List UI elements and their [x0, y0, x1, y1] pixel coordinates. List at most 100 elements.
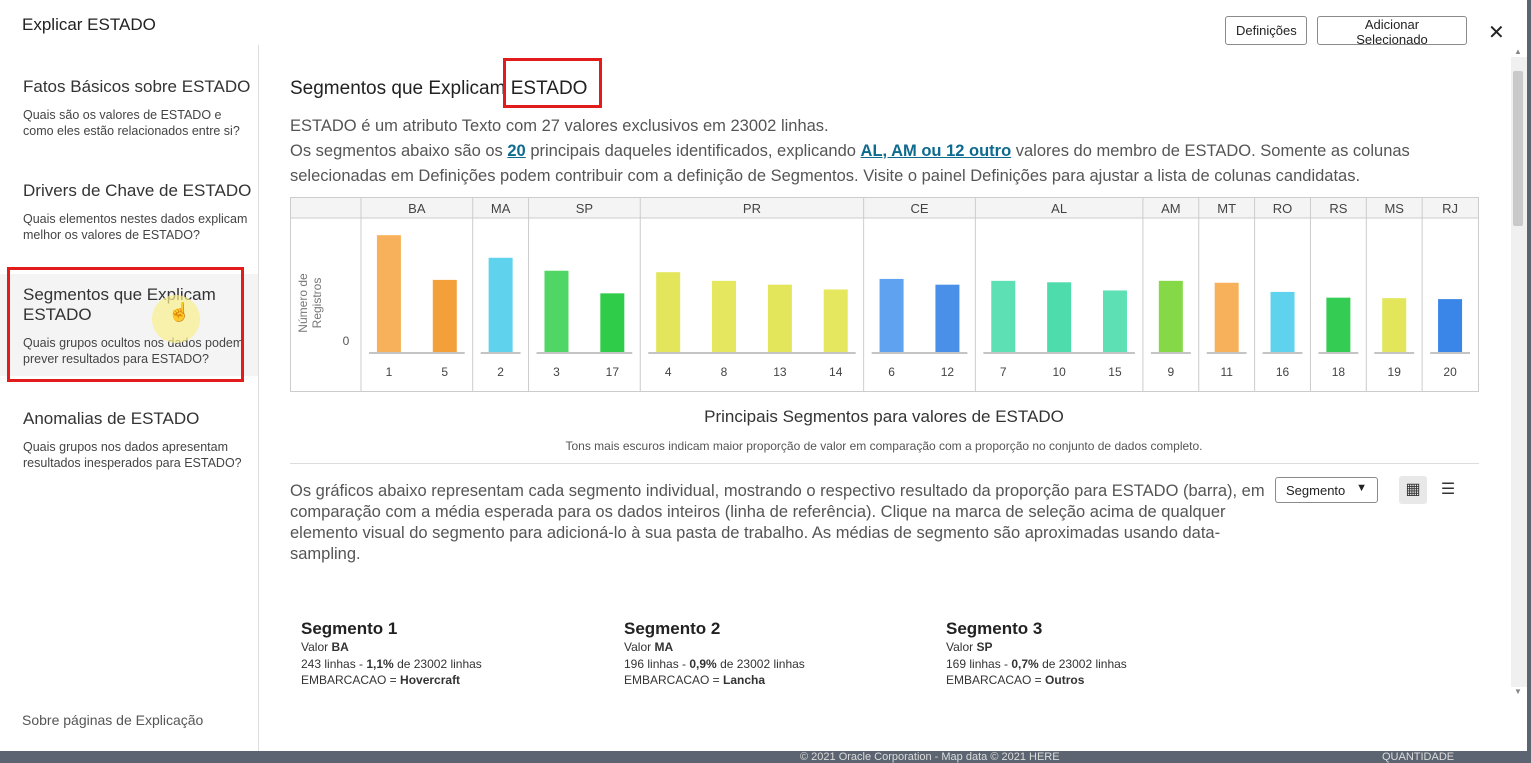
x-tick-label: 14 — [829, 365, 843, 379]
intro-text-part: valores do membro de ESTADO. Somente as … — [290, 142, 1410, 185]
group-label-ma: MA — [491, 201, 511, 216]
y-axis-label: Número deRegistros — [296, 273, 324, 333]
segment-value-line: Valor MA — [624, 639, 924, 656]
y-tick-label: 0 — [343, 334, 350, 348]
value-text: SP — [976, 640, 993, 654]
chart-subtitle: Tons mais escuros indicam maior proporçã… — [565, 439, 1203, 453]
list-view-icon[interactable]: ☰ — [1440, 481, 1456, 498]
value-text: 1,1% — [366, 656, 394, 671]
settings-button[interactable]: Definições — [1225, 16, 1307, 45]
chevron-down-icon: ▼ — [1356, 482, 1367, 494]
sidebar-item-anomalies[interactable]: Anomalias de ESTADO Quais grupos nos dad… — [0, 409, 258, 489]
grid-view-icon[interactable]: ▦ — [1399, 476, 1427, 504]
sidebar: Fatos Básicos sobre ESTADO Quais são os … — [0, 45, 259, 751]
x-tick-label: 8 — [721, 365, 728, 379]
bar-segment-10 — [1047, 282, 1072, 352]
segment-value-line: Valor BA — [301, 639, 601, 656]
scroll-thumb[interactable] — [1513, 71, 1523, 226]
x-tick-label: 17 — [606, 365, 620, 379]
segment-attr-line: EMBARCACAO = Hovercraft — [301, 672, 601, 689]
bar-segment-4 — [656, 272, 681, 352]
label-text: Valor — [301, 640, 332, 654]
value-text: MA — [654, 640, 674, 654]
segment-value-line: Valor SP — [946, 639, 1246, 656]
bar-segment-11 — [1214, 282, 1239, 352]
x-tick-label: 13 — [773, 365, 787, 379]
scroll-down-icon[interactable]: ▼ — [1514, 687, 1522, 696]
x-tick-label: 2 — [497, 365, 504, 379]
bar-segment-3 — [544, 270, 569, 352]
segments-description: Os gráficos abaixo representam cada segm… — [290, 482, 1265, 563]
cursor-highlight — [152, 295, 200, 343]
x-tick-label: 11 — [1220, 365, 1233, 379]
sidebar-item-desc: Quais são os valores de ESTADO e como el… — [23, 108, 240, 138]
label-text: Valor — [624, 640, 655, 654]
divider — [290, 463, 1479, 464]
bar-segment-8 — [712, 280, 737, 352]
explained-values-link[interactable]: AL, AM ou 12 outro — [860, 142, 1012, 160]
sidebar-item-heading: Anomalias de ESTADO — [23, 409, 200, 428]
top-count-link[interactable]: 20 — [507, 142, 526, 160]
group-label-am: AM — [1161, 201, 1181, 216]
value-text: Hovercraft — [400, 673, 461, 687]
segment-dropdown[interactable]: Segmento ▼ — [1275, 477, 1378, 503]
segment-card-title: Segmento 3 — [946, 619, 1043, 638]
sidebar-item-desc: Quais elementos nestes dados explicam me… — [23, 212, 248, 242]
x-tick-label: 6 — [888, 365, 895, 379]
segment-rows-line: 169 linhas - 0,7% de 23002 linhas — [946, 656, 1246, 673]
intro-text-part: Os segmentos abaixo são os — [290, 142, 508, 160]
label-text: 196 linhas - — [624, 656, 690, 671]
highlight-box — [503, 58, 602, 108]
segment-attr-line: EMBARCACAO = Outros — [946, 672, 1246, 689]
bar-segment-9 — [1158, 280, 1183, 352]
value-text: 0,9% — [689, 656, 717, 671]
label-text: EMBARCACAO = — [301, 673, 401, 687]
group-label-ce: CE — [910, 201, 928, 216]
group-label-ms: MS — [1384, 201, 1404, 216]
highlight-box — [7, 267, 244, 382]
scroll-up-icon[interactable]: ▲ — [1514, 47, 1522, 56]
label-text: EMBARCACAO = — [946, 673, 1046, 687]
segment-attr-line: EMBARCACAO = Lancha — [624, 672, 924, 689]
chart-title: Principais Segmentos para valores de EST… — [704, 407, 1064, 426]
bar-segment-6 — [879, 278, 904, 352]
segment-card-1: Segmento 1 Valor BA 243 linhas - 1,1% de… — [301, 619, 601, 689]
sidebar-item-heading: Drivers de Chave de ESTADO — [23, 181, 252, 200]
background-footer-label: QUANTIDADE — [1382, 751, 1455, 763]
sidebar-item-desc: Quais grupos nos dados apresentam result… — [23, 440, 242, 470]
bar-segment-14 — [823, 289, 848, 352]
value-text: Lancha — [723, 673, 766, 687]
vertical-scrollbar[interactable]: ▲ ▼ — [1511, 45, 1527, 751]
intro-text: ESTADO é um atributo Texto com 27 valore… — [290, 114, 1490, 189]
label-text: 169 linhas - — [946, 656, 1012, 671]
pointer-hand-icon: ☝ — [168, 302, 191, 322]
label-text: de 23002 linhas — [716, 656, 805, 671]
intro-line-1: ESTADO é um atributo Texto com 27 valore… — [290, 117, 829, 135]
x-tick-label: 15 — [1108, 365, 1122, 379]
x-tick-label: 1 — [386, 365, 393, 379]
close-icon[interactable]: ✕ — [1488, 22, 1505, 44]
x-tick-label: 9 — [1167, 365, 1174, 379]
bar-segment-19 — [1382, 298, 1407, 352]
group-label-ro: RO — [1273, 201, 1293, 216]
group-label-mt: MT — [1217, 201, 1236, 216]
segment-card-title: Segmento 2 — [624, 619, 721, 638]
segment-dropdown-label: Segmento — [1286, 483, 1346, 498]
intro-line-2: Os segmentos abaixo são os 20 principais… — [290, 139, 1490, 189]
segment-rows-line: 243 linhas - 1,1% de 23002 linhas — [301, 656, 601, 673]
add-selected-button[interactable]: Adicionar Selecionado — [1317, 16, 1467, 47]
main-panel: Segmentos que Explicam ESTADO ESTADO é u… — [259, 45, 1511, 751]
segment-card-title: Segmento 1 — [301, 619, 398, 638]
value-text: BA — [331, 640, 349, 654]
sidebar-item-heading: Fatos Básicos sobre ESTADO — [23, 77, 251, 96]
scroll-track[interactable] — [1511, 57, 1527, 687]
x-tick-label: 7 — [1000, 365, 1007, 379]
bar-segment-20 — [1438, 299, 1463, 352]
sidebar-item-key-drivers[interactable]: Drivers de Chave de ESTADO Quais element… — [0, 181, 258, 261]
sidebar-item-basic-facts[interactable]: Fatos Básicos sobre ESTADO Quais são os … — [0, 77, 258, 157]
bar-segment-2 — [488, 257, 513, 352]
about-explain-link[interactable]: Sobre páginas de Explicação — [22, 712, 204, 728]
x-tick-label: 10 — [1052, 365, 1066, 379]
